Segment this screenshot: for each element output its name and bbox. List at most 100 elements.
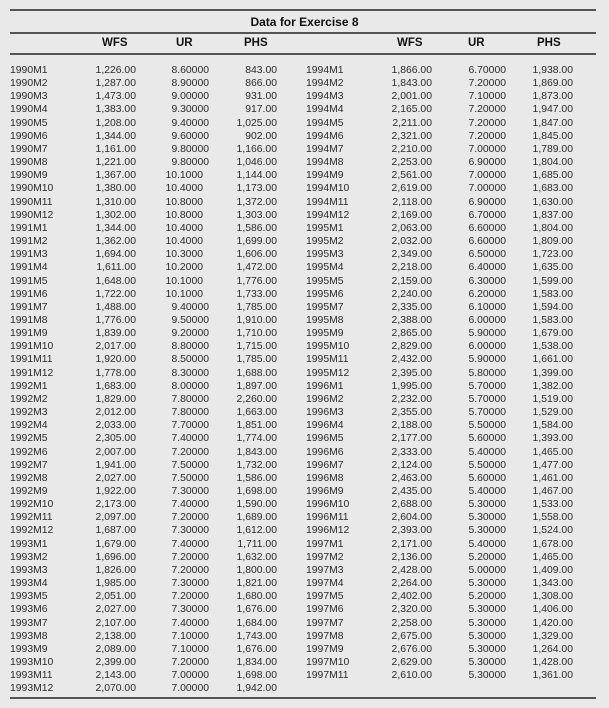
title-rule [10, 32, 596, 34]
cell-phs: 1,372.00 [236, 196, 277, 208]
cell-period: 1990M1 [10, 65, 48, 76]
cell-wfs: 2,676.00 [391, 643, 432, 655]
cell-wfs: 1,941.00 [95, 459, 136, 471]
cell-ur: 6.70000 [468, 65, 506, 76]
cell-ur: 7.50000 [171, 459, 209, 471]
cell-phs: 1,144.00 [236, 170, 277, 182]
cell-period: 1994M9 [306, 170, 344, 182]
cell-phs: 1,630.00 [532, 196, 573, 208]
cell-wfs: 1,287.00 [95, 78, 136, 90]
right-column-ur: 6.70000 7.20000 7.10000 7.20000 7.20000 7.200… [436, 64, 506, 682]
cell-ur: 10.8000 [165, 209, 203, 221]
cell-ur: 5.50000 [468, 420, 506, 432]
cell-wfs: 2,349.00 [391, 249, 432, 261]
cell-phs: 1,785.00 [236, 301, 277, 313]
cell-phs: 1,942.00 [236, 683, 277, 695]
cell-ur: 5.60000 [468, 472, 506, 484]
cell-ur: 9.30000 [171, 104, 209, 116]
cell-ur: 7.00000 [468, 170, 506, 182]
cell-wfs: 2,159.00 [391, 275, 432, 287]
cell-period: 1993M4 [10, 578, 48, 590]
cell-wfs: 1,648.00 [95, 275, 136, 287]
cell-wfs: 2,218.00 [391, 262, 432, 274]
cell-ur: 8.50000 [171, 354, 209, 366]
cell-ur: 10.4000 [165, 183, 203, 195]
cell-period: 1991M3 [10, 249, 48, 261]
cell-ur: 5.30000 [468, 643, 506, 655]
cell-period: 1994M12 [306, 209, 350, 221]
cell-wfs: 2,829.00 [391, 341, 432, 353]
cell-phs: 2,260.00 [236, 393, 277, 405]
cell-wfs: 2,027.00 [95, 472, 136, 484]
cell-wfs: 2,428.00 [391, 564, 432, 576]
cell-wfs: 2,210.00 [391, 143, 432, 155]
cell-period: 1990M4 [10, 104, 48, 116]
cell-wfs: 1,488.00 [95, 301, 136, 313]
cell-wfs: 1,922.00 [95, 486, 136, 497]
cell-ur: 6.20000 [468, 288, 506, 300]
cell-wfs: 2,258.00 [391, 617, 432, 629]
right-column-wfs: 1,866.00 1,843.00 2,001.00 2,165.00 2,211.00… [356, 64, 432, 682]
cell-wfs: 2,865.00 [391, 328, 432, 340]
cell-phs: 1,558.00 [532, 512, 573, 524]
cell-ur: 5.20000 [468, 591, 506, 603]
cell-phs: 1,715.00 [236, 341, 277, 353]
cell-period: 1991M2 [10, 236, 48, 248]
cell-wfs: 2,399.00 [95, 657, 136, 669]
cell-wfs: 2,171.00 [391, 538, 432, 550]
cell-period: 1992M10 [10, 499, 54, 511]
cell-phs: 866.00 [245, 78, 277, 90]
cell-phs: 1,776.00 [236, 275, 277, 287]
cell-ur: 6.90000 [468, 157, 506, 169]
cell-phs: 1,594.00 [532, 301, 573, 313]
cell-period: 1994M1 [306, 65, 344, 76]
cell-wfs: 2,124.00 [391, 459, 432, 471]
cell-wfs: 1,208.00 [95, 117, 136, 129]
cell-wfs: 1,694.00 [95, 249, 136, 261]
cell-period: 1996M9 [306, 486, 344, 497]
cell-period: 1992M5 [10, 433, 48, 445]
cell-wfs: 2,688.00 [391, 499, 432, 511]
cell-wfs: 2,463.00 [391, 472, 432, 484]
cell-wfs: 1,776.00 [95, 314, 136, 326]
table-title: Data for Exercise 8 [250, 15, 359, 29]
cell-phs: 1,743.00 [236, 630, 277, 642]
cell-wfs: 1,687.00 [95, 525, 136, 537]
left-column-period: 1990M1 1990M2 1990M3 1990M4 1990M5 1990M6 1990… [10, 64, 80, 696]
cell-phs: 902.00 [245, 130, 277, 142]
header-wfs-right: WFS [397, 37, 423, 49]
cell-ur: 10.4000 [165, 236, 203, 248]
cell-wfs: 2,388.00 [391, 314, 432, 326]
cell-period: 1996M2 [306, 393, 344, 405]
cell-wfs: 2,604.00 [391, 512, 432, 524]
cell-wfs: 1,866.00 [391, 65, 432, 76]
cell-wfs: 2,240.00 [391, 288, 432, 300]
cell-phs: 843.00 [245, 65, 277, 76]
cell-wfs: 2,393.00 [391, 525, 432, 537]
cell-wfs: 2,232.00 [391, 393, 432, 405]
cell-phs: 1,477.00 [532, 459, 573, 471]
cell-phs: 1,661.00 [532, 354, 573, 366]
cell-phs: 1,688.00 [236, 367, 277, 379]
cell-ur: 7.40000 [171, 499, 209, 511]
cell-phs: 1,382.00 [532, 380, 573, 392]
cell-phs: 1,538.00 [532, 341, 573, 353]
bottom-rule [10, 697, 596, 699]
cell-phs: 1,264.00 [532, 643, 573, 655]
cell-ur: 5.30000 [468, 630, 506, 642]
cell-ur: 7.20000 [171, 446, 209, 458]
cell-phs: 1,046.00 [236, 157, 277, 169]
cell-wfs: 2,017.00 [95, 341, 136, 353]
cell-wfs: 2,027.00 [95, 604, 136, 616]
cell-ur: 5.50000 [468, 459, 506, 471]
cell-phs: 1,399.00 [532, 367, 573, 379]
cell-phs: 1,465.00 [532, 551, 573, 563]
cell-ur: 7.30000 [171, 578, 209, 590]
cell-ur: 5.30000 [468, 670, 506, 682]
cell-phs: 1,329.00 [532, 630, 573, 642]
cell-phs: 1,873.00 [532, 91, 573, 103]
cell-ur: 9.00000 [171, 91, 209, 103]
cell-phs: 1,834.00 [236, 657, 277, 669]
cell-period: 1990M8 [10, 157, 48, 169]
cell-period: 1996M10 [306, 499, 350, 511]
